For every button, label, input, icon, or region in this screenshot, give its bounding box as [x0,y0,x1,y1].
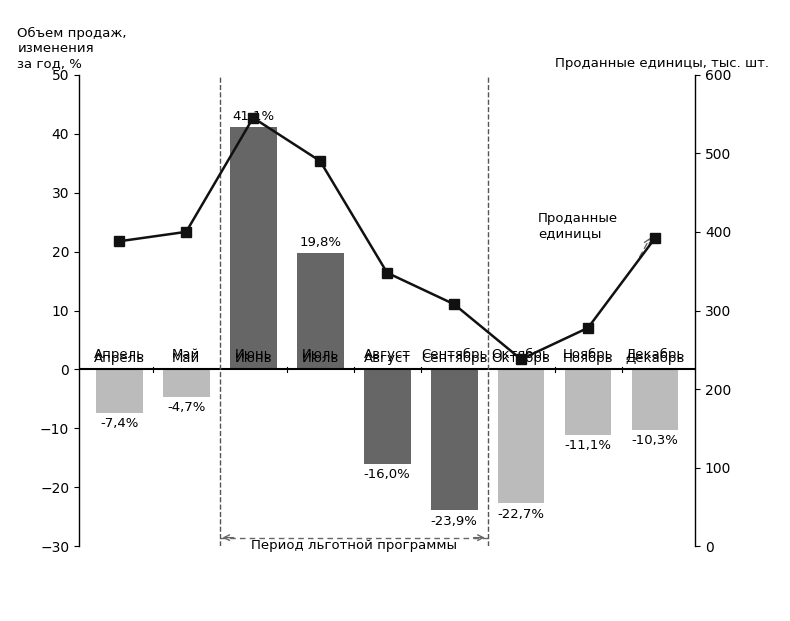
Text: Август: Август [363,351,411,365]
Text: Сентябрь: Сентябрь [421,351,487,365]
Text: Октябрь: Октябрь [491,351,551,365]
Text: Проданные единицы, тыс. шт.: Проданные единицы, тыс. шт. [555,57,769,70]
Bar [230,127,276,369]
Bar [363,369,411,464]
Text: -10,3%: -10,3% [631,435,679,447]
Text: Июнь: Июнь [235,348,272,361]
Text: Проданные
единицы: Проданные единицы [538,212,618,240]
Bar [498,369,544,504]
Text: Июнь: Июнь [235,351,272,365]
Bar [565,369,611,435]
Bar [163,369,209,397]
Text: Октябрь: Октябрь [491,348,551,361]
Text: 41,1%: 41,1% [232,110,274,123]
Text: Июль: Июль [302,351,339,365]
Text: Декабрь: Декабрь [626,351,685,365]
Text: -16,0%: -16,0% [363,468,411,481]
Text: -23,9%: -23,9% [431,515,477,528]
Text: Объем продаж,
изменения
за год, %: Объем продаж, изменения за год, % [17,27,127,70]
Text: Июль: Июль [302,348,339,361]
Text: Ноябрь: Ноябрь [562,351,613,365]
Text: Апрель: Апрель [94,351,145,365]
Text: Май: Май [172,348,201,361]
Text: 19,8%: 19,8% [299,235,341,248]
Text: -4,7%: -4,7% [167,401,205,414]
Text: Сентябрь: Сентябрь [421,348,487,361]
Bar [631,369,679,430]
Bar [96,369,143,413]
Bar [431,369,477,510]
Text: -7,4%: -7,4% [100,417,138,430]
Text: Май: Май [172,351,201,365]
Bar [297,253,344,369]
Text: -11,1%: -11,1% [565,439,611,452]
Text: Август: Август [363,348,411,361]
Text: Апрель: Апрель [94,348,145,361]
Text: Ноябрь: Ноябрь [562,348,613,361]
Text: -22,7%: -22,7% [498,507,544,520]
Text: Период льготной программы: Период льготной программы [250,540,457,553]
Text: Декабрь: Декабрь [626,348,685,361]
